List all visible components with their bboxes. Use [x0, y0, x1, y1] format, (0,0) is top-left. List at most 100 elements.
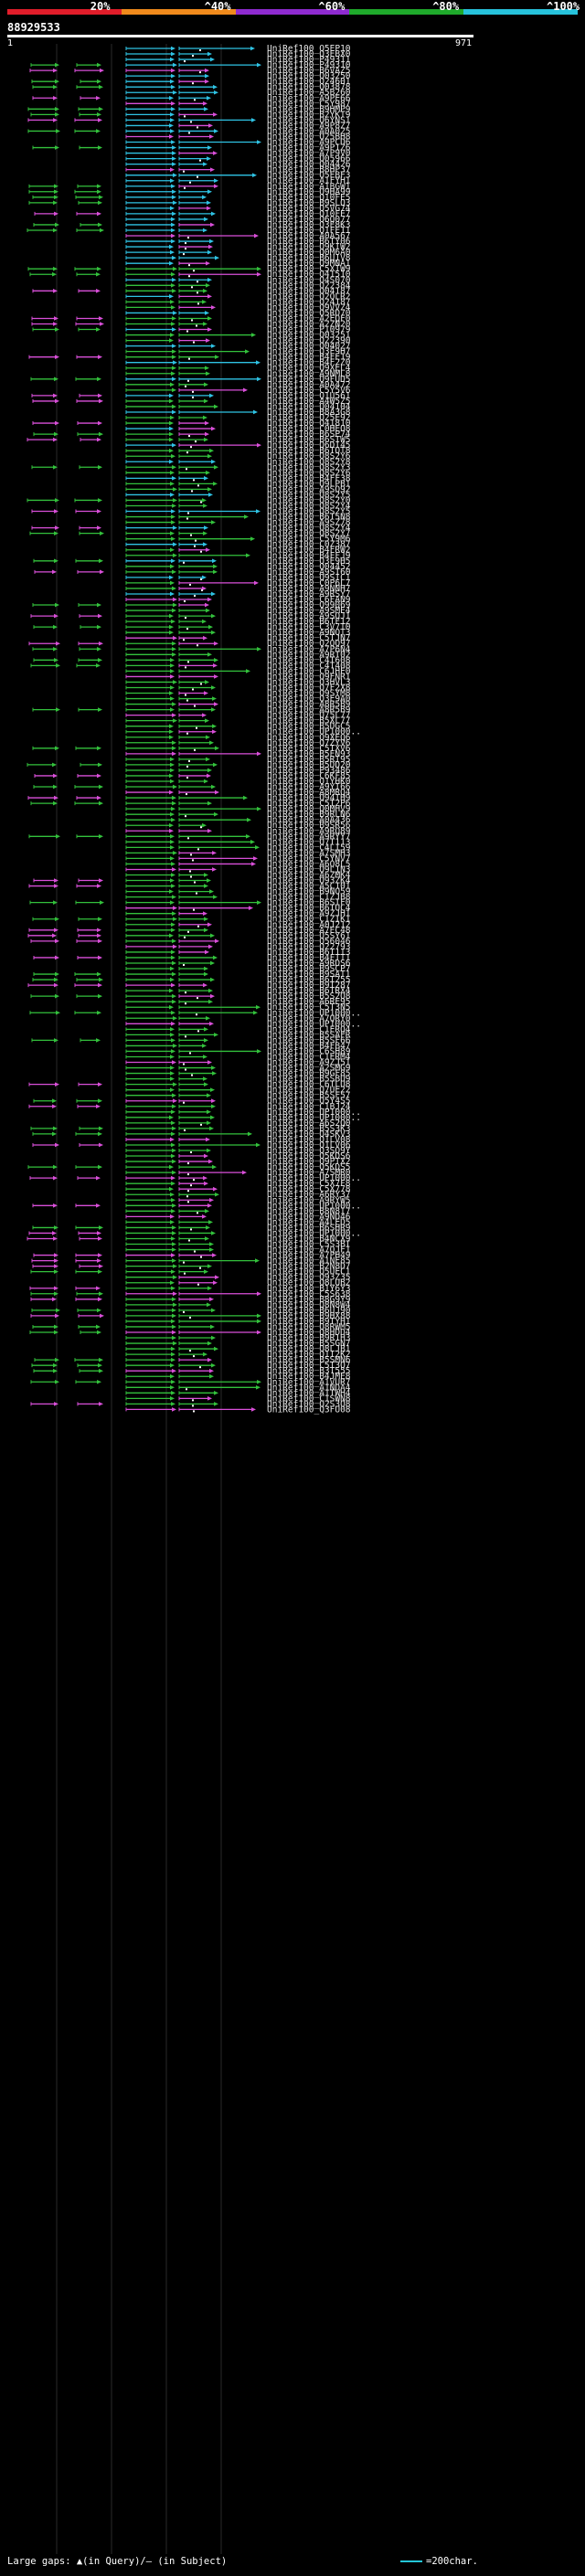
- hit-label[interactable]: UniRef100_Q03878: [267, 82, 351, 92]
- hit-label[interactable]: UniRef100_B4FE19: [267, 353, 351, 363]
- hit-label[interactable]: UniRef100_Q94IH9: [267, 793, 351, 803]
- hit-label[interactable]: UniRef100_Q8S2Y0: [267, 495, 351, 505]
- hit-label[interactable]: UniRef100_B3T555: [267, 1366, 351, 1376]
- hit-label[interactable]: UniRef100_A8MRQ4: [267, 788, 351, 798]
- hit-label[interactable]: UniRef100_A9RYW5: [267, 1195, 351, 1205]
- hit-label[interactable]: UniRef100_A1TWH4: [267, 1388, 351, 1398]
- hit-label[interactable]: UniRef100_A4LED5: [267, 1217, 351, 1227]
- hit-label[interactable]: UniRef100_A7P9V0: [267, 149, 351, 159]
- hit-label[interactable]: UniRef100_Q10FE5: [267, 193, 351, 203]
- hit-label[interactable]: UniRef100_B9HX88: [267, 1311, 351, 1321]
- hit-label[interactable]: UniRef100_A9ND46: [267, 1212, 351, 1222]
- hit-label[interactable]: UniRef100_A7SMH3: [267, 848, 351, 858]
- hit-label[interactable]: UniRef100_C5YNV7: [267, 853, 351, 864]
- hit-label[interactable]: UniRef100_Q9PTX2: [267, 1157, 351, 1167]
- hit-label[interactable]: UniRef100_Q1LV08: [267, 1135, 351, 1145]
- hit-label[interactable]: UniRef100_C6FAN9: [267, 595, 351, 605]
- hit-label[interactable]: UniRef100_B5DGC5: [267, 722, 351, 732]
- hit-label[interactable]: UniRef100_A8R5B9: [267, 700, 351, 710]
- hit-label[interactable]: UniRef100_Q3HVL3: [267, 677, 351, 687]
- hit-label[interactable]: UniRef100_A9RQ89: [267, 826, 351, 836]
- hit-label[interactable]: UniRef100_A9NNH7: [267, 584, 351, 594]
- hit-label[interactable]: UniRef100_A5B260: [267, 88, 351, 98]
- hit-label[interactable]: UniRef100_Q7I113: [267, 837, 351, 847]
- hit-label[interactable]: UniRef100_Q04452: [267, 562, 351, 572]
- hit-label[interactable]: UniRef100_Q04027: [267, 342, 351, 352]
- hit-label[interactable]: UniRef100_C5Y987: [267, 99, 351, 109]
- hit-label[interactable]: UniRef100_Q8S2Y6: [267, 468, 351, 478]
- hit-label[interactable]: UniRef100_Q4S070: [267, 275, 351, 285]
- hit-label[interactable]: UniRef100_A0A567: [267, 231, 351, 241]
- hit-label[interactable]: UniRef100_A9RYY7: [267, 832, 351, 842]
- hit-label[interactable]: UniRef100_B4FF38: [267, 473, 351, 483]
- hit-label[interactable]: UniRef100_B6STW5: [267, 435, 351, 445]
- hit-label[interactable]: UniRef100_Q5KDS5: [267, 1162, 351, 1172]
- hit-label[interactable]: UniRef100_UP1000..: [267, 1173, 361, 1183]
- hit-label[interactable]: UniRef100_C4T408: [267, 661, 351, 671]
- hit-label[interactable]: UniRef100_A8R5B9: [267, 705, 351, 716]
- hit-label[interactable]: UniRef100_Q9L1N3: [267, 864, 351, 875]
- hit-label[interactable]: UniRef100_A0A025: [267, 126, 351, 136]
- hit-label[interactable]: UniRef100_Q2QQ97: [267, 639, 351, 649]
- hit-label[interactable]: UniRef100_Q1I2K2: [267, 1350, 351, 1360]
- hit-label[interactable]: UniRef100_UP1000..: [267, 1008, 361, 1018]
- hit-label[interactable]: UniRef100_Q7UE22: [267, 1086, 351, 1096]
- hit-label[interactable]: UniRef100_Q41510: [267, 270, 351, 280]
- hit-label[interactable]: UniRef100_P10979: [267, 325, 351, 335]
- hit-label[interactable]: UniRef100_B4FB47: [267, 1041, 351, 1051]
- hit-label[interactable]: UniRef100_Q75L77: [267, 711, 351, 721]
- hit-label[interactable]: UniRef100_B5S2Q8: [267, 991, 351, 1002]
- hit-label[interactable]: UniRef100_A9ZJ51: [267, 1058, 351, 1068]
- hit-label[interactable]: UniRef100_A9SME4: [267, 606, 351, 616]
- hit-label[interactable]: UniRef100_B6T1I3: [267, 948, 351, 958]
- hit-label[interactable]: UniRef100_B9R1H3: [267, 1333, 351, 1343]
- hit-label[interactable]: UniRef100_Q9XEL4: [267, 364, 351, 374]
- hit-label[interactable]: UniRef100_B9SLQ3: [267, 198, 351, 208]
- hit-label[interactable]: UniRef100_C1ERM4: [267, 1052, 351, 1062]
- hit-label[interactable]: UniRef100_Q8LJB1: [267, 1344, 351, 1354]
- hit-label[interactable]: UniRef100_Q5RD70: [267, 308, 351, 318]
- hit-label[interactable]: UniRef100_Q03250: [267, 71, 351, 81]
- hit-label[interactable]: UniRef100_B6U1V8: [267, 253, 351, 263]
- hit-label[interactable]: UniRef100_A2EQF0: [267, 313, 351, 323]
- hit-label[interactable]: UniRef100_Q22793: [267, 942, 351, 952]
- hit-label[interactable]: UniRef100_Q8S2Y3: [267, 462, 351, 472]
- hit-label[interactable]: UniRef100_A0A472: [267, 380, 351, 390]
- hit-label[interactable]: UniRef100_UP1000..: [267, 727, 361, 737]
- hit-label[interactable]: UniRef100_B6SHR9: [267, 1223, 351, 1233]
- hit-label[interactable]: UniRef100_B6TQT8: [267, 446, 351, 456]
- hit-label[interactable]: UniRef100_Q8S2Y4: [267, 524, 351, 534]
- hit-label[interactable]: UniRef100_B9HMP9: [267, 104, 351, 114]
- hit-label[interactable]: UniRef100_P49310: [267, 60, 351, 70]
- hit-label[interactable]: UniRef100_Q2QLR2: [267, 292, 351, 302]
- hit-label[interactable]: UniRef100_Q9KIW2: [267, 242, 351, 252]
- hit-label[interactable]: UniRef100_A9SQ92: [267, 484, 351, 494]
- hit-label[interactable]: UniRef100_C5TJN7: [267, 633, 351, 643]
- hit-label[interactable]: UniRef100_P93486: [267, 766, 351, 776]
- hit-label[interactable]: UniRef100_B9SAT1: [267, 970, 351, 980]
- hit-label[interactable]: UniRef100_A6Q8L5: [267, 859, 351, 869]
- hit-label[interactable]: UniRef100_B5SBU9: [267, 1075, 351, 1085]
- hit-label[interactable]: UniRef100_B4JME8: [267, 1372, 351, 1382]
- hit-label[interactable]: UniRef100_C5Y9M6: [267, 535, 351, 545]
- hit-label[interactable]: UniRef100_Q8LUB2: [267, 1278, 351, 1288]
- hit-label[interactable]: UniRef100_Q8HDD4: [267, 1328, 351, 1338]
- hit-label[interactable]: UniRef100_Q7F2X8: [267, 683, 351, 693]
- hit-label[interactable]: UniRef100_Q8S2Y6: [267, 451, 351, 461]
- hit-label[interactable]: UniRef100_A9ST60: [267, 567, 351, 578]
- hit-label[interactable]: UniRef100_C4T608: [267, 655, 351, 665]
- hit-label[interactable]: UniRef100_Q04187: [267, 286, 351, 296]
- hit-label[interactable]: UniRef100_Q3E9H5: [267, 557, 351, 567]
- hit-label[interactable]: UniRef100_Q8S2Y8: [267, 457, 351, 467]
- hit-label[interactable]: UniRef100_B2N8D7: [267, 1262, 351, 1272]
- hit-label[interactable]: UniRef100_A9YI66: [267, 782, 351, 792]
- hit-label[interactable]: UniRef100_A0A436: [267, 815, 351, 825]
- hit-label[interactable]: UniRef100_Q04104: [267, 402, 351, 412]
- hit-label[interactable]: UniRef100_A1NDA4: [267, 1383, 351, 1393]
- hit-label[interactable]: UniRef100_B6SP74: [267, 429, 351, 440]
- hit-label[interactable]: UniRef100_Q05966: [267, 154, 351, 164]
- hit-label[interactable]: UniRef100_B9T287: [267, 981, 351, 991]
- hit-label[interactable]: UniRef100_Q56046: [267, 937, 351, 947]
- hit-label[interactable]: UniRef100_B6TF12: [267, 617, 351, 627]
- hit-label[interactable]: UniRef100_A9PE66: [267, 93, 351, 103]
